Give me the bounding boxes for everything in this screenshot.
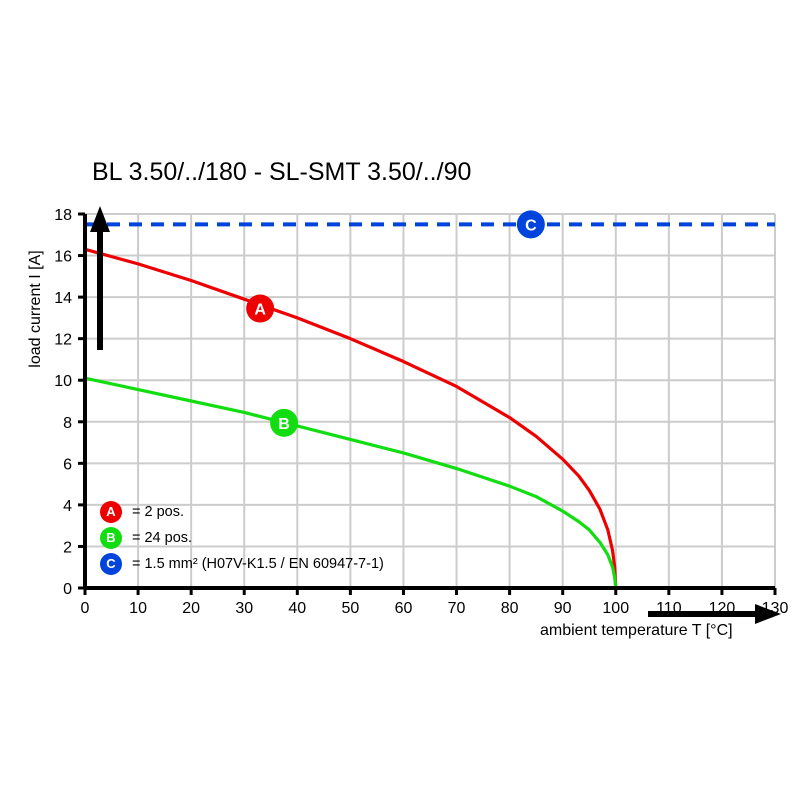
x-tick-label: 60 <box>395 600 413 617</box>
chart-gridlines <box>85 213 776 588</box>
series-line-a <box>83 247 618 590</box>
legend-marker-b-icon: B <box>100 527 122 549</box>
page-title: BL 3.50/../180 - SL-SMT 3.50/../90 <box>92 158 472 186</box>
chart-series <box>83 222 775 590</box>
y-tick-label: 2 <box>63 539 72 556</box>
point-marker-label-b: B <box>278 416 290 433</box>
point-marker-a <box>246 294 275 323</box>
y-tick-label: 16 <box>54 249 72 266</box>
chart-axis-arrows <box>90 206 781 624</box>
y-axis-arrow-head-icon <box>90 206 110 232</box>
y-tick-label: 8 <box>63 415 72 432</box>
x-tick-label: 80 <box>501 600 519 617</box>
y-tick-label: 4 <box>63 498 72 515</box>
point-marker-label-c: C <box>525 217 537 234</box>
y-tick-label: 18 <box>54 207 72 224</box>
y-tick-label: 14 <box>54 290 72 307</box>
legend-item-a: A = 2 pos. <box>100 501 184 523</box>
point-marker-label-a: A <box>254 302 266 319</box>
x-tick-label: 50 <box>341 600 359 617</box>
y-tick-label: 12 <box>54 332 72 349</box>
series-line-b <box>83 376 618 590</box>
y-tick-label: 6 <box>63 456 72 473</box>
legend-label-a: = 2 pos. <box>132 504 184 520</box>
y-tick-label: 0 <box>63 581 72 598</box>
legend-item-c: C = 1.5 mm² (H07V-K1.5 / EN 60947-7-1) <box>100 553 384 575</box>
chart-axes <box>78 212 777 595</box>
x-tick-label: 40 <box>288 600 306 617</box>
legend-marker-c-icon: C <box>100 553 122 575</box>
legend-label-b: = 24 pos. <box>132 530 193 546</box>
x-tick-label: 20 <box>182 600 200 617</box>
x-axis-label: ambient temperature T [°C] <box>540 622 733 639</box>
legend-label-c: = 1.5 mm² (H07V-K1.5 / EN 60947-7-1) <box>132 556 384 572</box>
y-tick-label: 10 <box>54 373 72 390</box>
x-tick-label: 10 <box>129 600 147 617</box>
x-axis-arrow-head-icon <box>755 604 781 624</box>
x-tick-label: 100 <box>602 600 629 617</box>
legend-marker-a-icon: A <box>100 501 122 523</box>
x-tick-label: 70 <box>448 600 466 617</box>
point-marker-c <box>516 210 545 239</box>
x-tick-label: 30 <box>235 600 253 617</box>
legend-item-b: B = 24 pos. <box>100 527 192 549</box>
x-tick-label: 0 <box>81 600 90 617</box>
point-marker-b <box>270 408 299 437</box>
chart-point-markers: A B C <box>246 210 545 437</box>
x-tick-label: 90 <box>554 600 572 617</box>
